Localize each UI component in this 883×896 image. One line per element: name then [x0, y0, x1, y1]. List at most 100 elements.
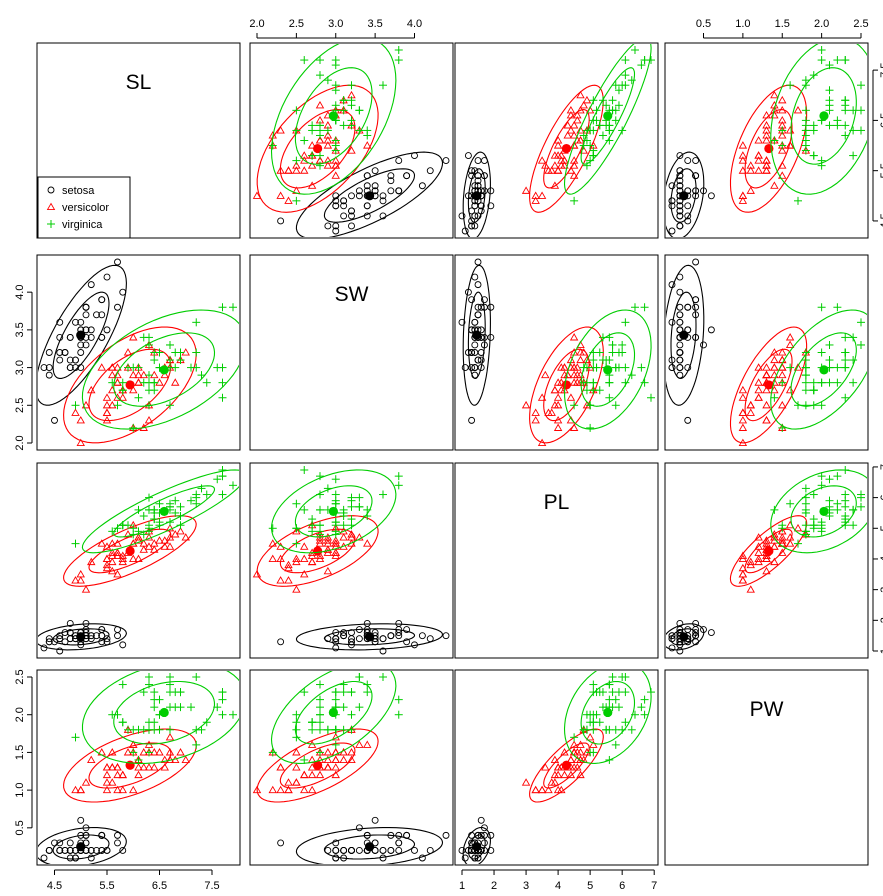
panel-frame	[664, 669, 869, 866]
point-plus	[833, 378, 842, 387]
point-plus	[841, 393, 850, 402]
point-plus	[316, 126, 324, 135]
centroid-setosa	[679, 632, 689, 642]
tick-label: 3	[879, 587, 883, 593]
point-circle	[676, 222, 684, 230]
ellipse-setosa	[52, 834, 110, 860]
point-plus	[570, 401, 579, 410]
point-plus	[589, 356, 598, 365]
panel-frame	[249, 669, 454, 866]
ellipse-virginica	[294, 680, 373, 745]
legend-label: versicolor	[62, 202, 109, 214]
point-triangle	[563, 131, 572, 139]
point-triangle	[778, 548, 787, 556]
point-plus	[166, 673, 174, 681]
centroid-virginica	[328, 111, 338, 121]
point-plus	[794, 539, 802, 548]
point-plus	[614, 348, 623, 357]
point-plus	[801, 371, 810, 380]
point-plus	[608, 673, 617, 681]
point-plus	[817, 518, 826, 527]
point-plus	[598, 703, 607, 712]
ellipse-setosa	[670, 291, 697, 380]
tick-label: 3.0	[14, 360, 26, 375]
point-circle	[474, 177, 482, 185]
point-plus	[379, 81, 387, 90]
point-plus	[586, 423, 595, 432]
point-triangle	[181, 533, 190, 541]
point-plus	[833, 472, 842, 481]
point-plus	[308, 718, 317, 727]
point-triangle	[113, 551, 122, 559]
point-plus	[611, 81, 620, 90]
point-plus	[145, 673, 153, 681]
point-triangle	[793, 363, 803, 371]
point-triangle	[746, 560, 755, 569]
point-plus	[316, 725, 324, 734]
point-circle	[487, 202, 495, 210]
point-plus	[849, 505, 858, 514]
point-circle	[707, 192, 715, 200]
point-plus	[316, 680, 324, 689]
ellipse-virginica	[563, 671, 652, 764]
point-plus	[778, 141, 787, 150]
point-triangle	[738, 156, 748, 164]
point-circle	[348, 635, 355, 643]
point-circle	[355, 635, 363, 643]
point-triangle	[292, 763, 301, 771]
point-triangle	[292, 161, 301, 169]
point-triangle	[778, 348, 787, 356]
point-plus	[570, 196, 579, 205]
panel-SL-PW	[664, 42, 869, 239]
panel-SL-SW	[249, 42, 454, 239]
point-triangle	[323, 545, 333, 553]
centroid-setosa	[472, 330, 482, 340]
ellipse-virginica	[81, 469, 239, 554]
series-virginica	[71, 466, 239, 554]
point-circle	[471, 167, 479, 175]
panel-PW-SL	[36, 669, 241, 866]
point-triangle	[560, 363, 569, 371]
tick-label: 7.5	[204, 880, 219, 892]
point-circle	[82, 629, 90, 637]
point-circle	[684, 157, 692, 165]
point-plus	[347, 688, 356, 697]
point-circle	[474, 281, 482, 289]
point-triangle	[129, 554, 138, 563]
tick-label: 2.0	[14, 707, 26, 722]
point-triangle	[108, 763, 117, 771]
point-circle	[684, 303, 692, 311]
ellipse-setosa	[467, 291, 486, 379]
point-circle	[47, 186, 55, 194]
tick-label: 1	[459, 880, 465, 892]
point-circle	[72, 854, 79, 862]
point-plus	[134, 393, 143, 402]
point-plus	[592, 106, 601, 115]
point-plus	[316, 56, 324, 65]
centroid-virginica	[603, 365, 613, 375]
point-triangle	[754, 166, 763, 174]
point-triangle	[553, 151, 563, 159]
series-virginica	[770, 466, 867, 554]
ellipse-setosa	[295, 151, 444, 237]
point-plus	[300, 505, 309, 514]
ellipse-virginica	[580, 67, 636, 165]
point-triangle	[134, 770, 143, 779]
point-triangle	[315, 100, 325, 109]
point-circle	[114, 303, 121, 311]
point-plus	[171, 348, 180, 357]
tick-label: 5	[587, 880, 593, 892]
point-triangle	[292, 166, 301, 174]
ellipse-virginica	[790, 332, 857, 407]
point-triangle	[129, 370, 138, 379]
point-circle	[371, 816, 379, 824]
point-plus	[316, 521, 324, 530]
point-circle	[348, 192, 355, 200]
diagonal-label: SW	[335, 283, 369, 306]
tick-label: 6	[619, 880, 625, 892]
point-plus	[595, 348, 604, 357]
point-triangle	[134, 763, 143, 771]
point-triangle	[576, 126, 585, 134]
tick-label: 6.5	[152, 880, 167, 892]
point-triangle	[541, 763, 550, 771]
